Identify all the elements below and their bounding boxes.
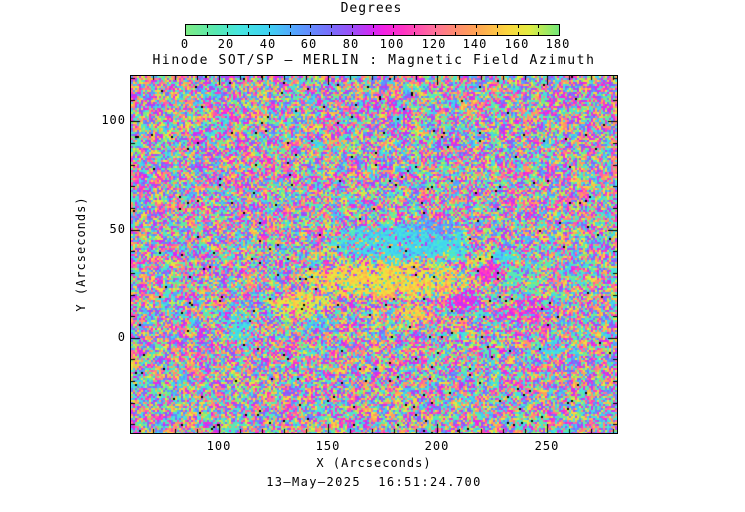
colorbar-tick (393, 25, 394, 28)
colorbar-tick-label: 160 (497, 37, 537, 51)
colorbar-tick (310, 25, 311, 28)
colorbar-tick (414, 32, 415, 35)
plot-frame (130, 75, 618, 434)
x-tick-label: 100 (197, 439, 241, 453)
colorbar-tick (290, 32, 291, 35)
colorbar-tick (352, 25, 353, 28)
colorbar-tick (331, 25, 332, 28)
colorbar-tick (269, 25, 270, 28)
y-axis-label: Y (Arcseconds) (74, 196, 88, 311)
colorbar-tick (455, 32, 456, 35)
colorbar-tick (373, 25, 374, 28)
colorbar-tick (373, 32, 374, 35)
y-tick-label: 0 (82, 330, 126, 344)
colorbar-tick (476, 25, 477, 28)
colorbar-tick (352, 32, 353, 35)
colorbar-tick (331, 32, 332, 35)
colorbar-tick (393, 32, 394, 35)
colorbar-gradient (185, 24, 560, 36)
colorbar-tick-label: 60 (289, 37, 329, 51)
colorbar-tick (290, 25, 291, 28)
colorbar-tick (435, 25, 436, 28)
colorbar-tick (538, 25, 539, 28)
colorbar-tick-label: 120 (414, 37, 454, 51)
x-axis-label: X (Arcseconds) (131, 456, 617, 470)
colorbar-tick-label: 100 (372, 37, 412, 51)
colorbar-tick (435, 32, 436, 35)
colorbar-tick (538, 32, 539, 35)
x-tick-label: 250 (525, 439, 569, 453)
colorbar-tick (310, 32, 311, 35)
x-tick-label: 200 (415, 439, 459, 453)
colorbar-tick (414, 25, 415, 28)
azimuth-map-image (131, 76, 617, 433)
colorbar-tick (518, 32, 519, 35)
colorbar-tick (207, 25, 208, 28)
colorbar-tick-label: 180 (538, 37, 578, 51)
colorbar-tick (248, 25, 249, 28)
colorbar-tick-label: 140 (455, 37, 495, 51)
colorbar-tick (227, 32, 228, 35)
colorbar-tick-label: 20 (206, 37, 246, 51)
colorbar-tick (207, 32, 208, 35)
timestamp: 13—May—2025 16:51:24.700 (131, 475, 617, 489)
colorbar-tick (497, 32, 498, 35)
colorbar-tick (269, 32, 270, 35)
colorbar-tick-label: 80 (331, 37, 371, 51)
y-tick-label: 50 (82, 222, 126, 236)
x-tick-label: 150 (306, 439, 350, 453)
colorbar-tick (227, 25, 228, 28)
colorbar-tick-label: 40 (248, 37, 288, 51)
colorbar-tick (455, 25, 456, 28)
figure-title: Hinode SOT/SP — MERLIN : Magnetic Field … (109, 53, 639, 68)
colorbar-tick (476, 32, 477, 35)
colorbar-tick (518, 25, 519, 28)
colorbar-title: Degrees (185, 1, 558, 16)
colorbar-tick-label: 0 (165, 37, 205, 51)
colorbar-tick (248, 32, 249, 35)
colorbar-tick (497, 25, 498, 28)
y-tick-label: 100 (82, 113, 126, 127)
